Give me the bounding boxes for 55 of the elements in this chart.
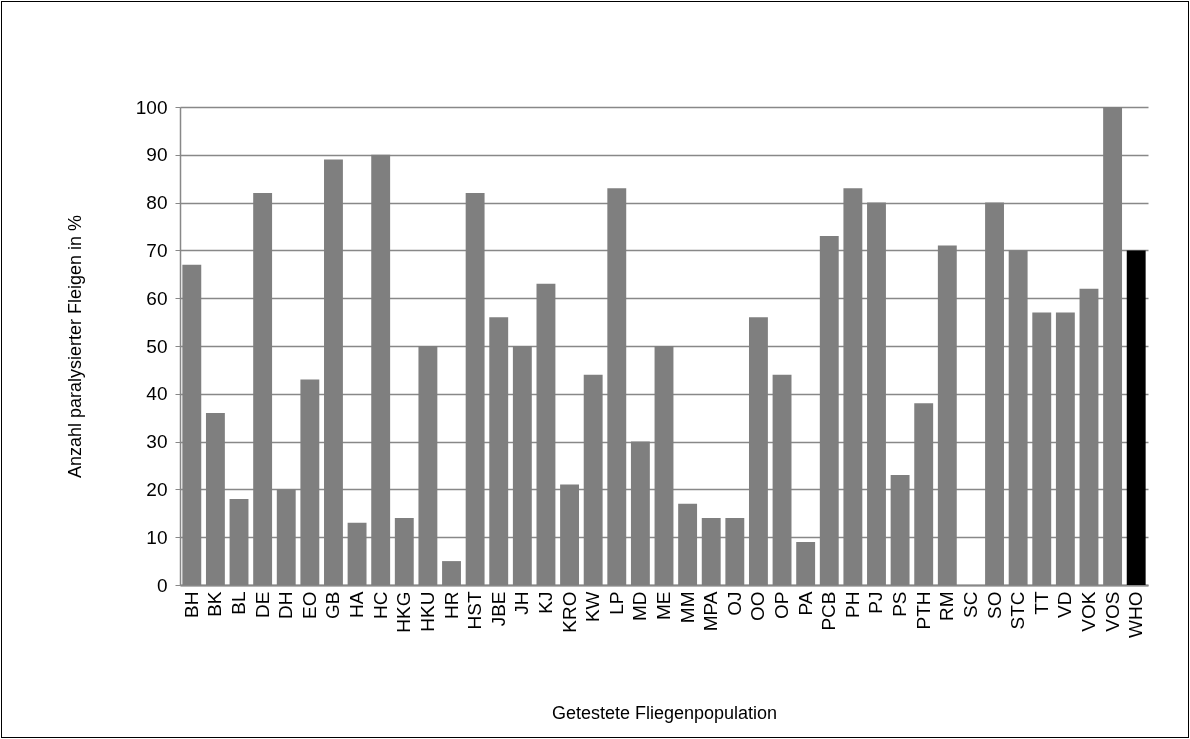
x-tick-label: EO xyxy=(298,591,320,619)
x-tick-label: BK xyxy=(204,591,226,617)
y-tick-label: 20 xyxy=(146,478,168,500)
x-axis-title: Getestete Fliegenpopulation xyxy=(551,702,778,723)
x-tick-label: VOK xyxy=(1077,591,1099,632)
x-tick-label: JH xyxy=(511,591,533,615)
y-tick-label: 90 xyxy=(146,144,168,166)
x-tick-label: BH xyxy=(180,591,202,618)
x-tick-label: PS xyxy=(889,591,911,617)
y-tick-label: 50 xyxy=(146,335,168,357)
y-tick-label: 100 xyxy=(135,96,168,118)
x-tick-label: JBE xyxy=(487,591,509,627)
x-tick-label: KW xyxy=(582,591,604,623)
x-tick-label: PTH xyxy=(912,591,934,630)
x-tick-label: HKG xyxy=(393,591,415,633)
y-tick-label: 80 xyxy=(146,192,168,214)
x-tick-label: OP xyxy=(771,591,793,619)
x-tick-label: OO xyxy=(747,591,769,622)
x-tick-label: STC xyxy=(1007,591,1029,630)
y-tick-label: 40 xyxy=(146,383,168,405)
y-tick-label: 70 xyxy=(146,239,168,261)
x-tick-label: KRO xyxy=(558,591,580,633)
x-tick-label: DH xyxy=(275,591,297,619)
y-tick-label: 30 xyxy=(146,431,168,453)
x-tick-label: SC xyxy=(959,591,981,618)
x-tick-label: ME xyxy=(653,591,674,620)
x-tick-label: PCB xyxy=(818,591,840,631)
x-tick-label: KJ xyxy=(534,591,556,614)
x-tick-label: RM xyxy=(936,591,958,622)
x-tick-label: PH xyxy=(841,591,863,618)
x-tick-label: MM xyxy=(676,591,698,624)
y-axis-title: Anzahl paralysierter Fleigen in % xyxy=(64,214,85,479)
x-tick-label: HST xyxy=(464,591,486,630)
x-tick-label: OJ xyxy=(723,591,745,616)
x-tick-label: MPA xyxy=(700,591,722,632)
x-tick-label: SO xyxy=(983,591,1005,619)
x-tick-label: BL xyxy=(228,591,250,615)
x-tick-label: VOS xyxy=(1101,591,1123,632)
x-tick-label: HA xyxy=(346,591,368,618)
x-tick-label: PJ xyxy=(865,591,887,614)
x-tick-label: VD xyxy=(1054,591,1076,618)
x-tick-label: HKU xyxy=(416,591,438,632)
y-tick-label: 0 xyxy=(156,574,168,596)
y-tick-label: 10 xyxy=(146,526,168,548)
x-tick-label: DE xyxy=(251,591,273,618)
y-tick-label: 60 xyxy=(146,287,168,309)
x-tick-label: LP xyxy=(605,591,627,615)
x-tick-label: TT xyxy=(1030,591,1052,615)
x-tick-label: GB xyxy=(322,591,344,619)
x-tick-label: WHO xyxy=(1125,591,1147,638)
x-tick-label: HR xyxy=(440,591,462,619)
x-tick-label: MD xyxy=(629,591,651,622)
bar xyxy=(1126,250,1146,585)
x-tick-label: HC xyxy=(369,591,391,619)
x-tick-label: PA xyxy=(794,591,816,616)
